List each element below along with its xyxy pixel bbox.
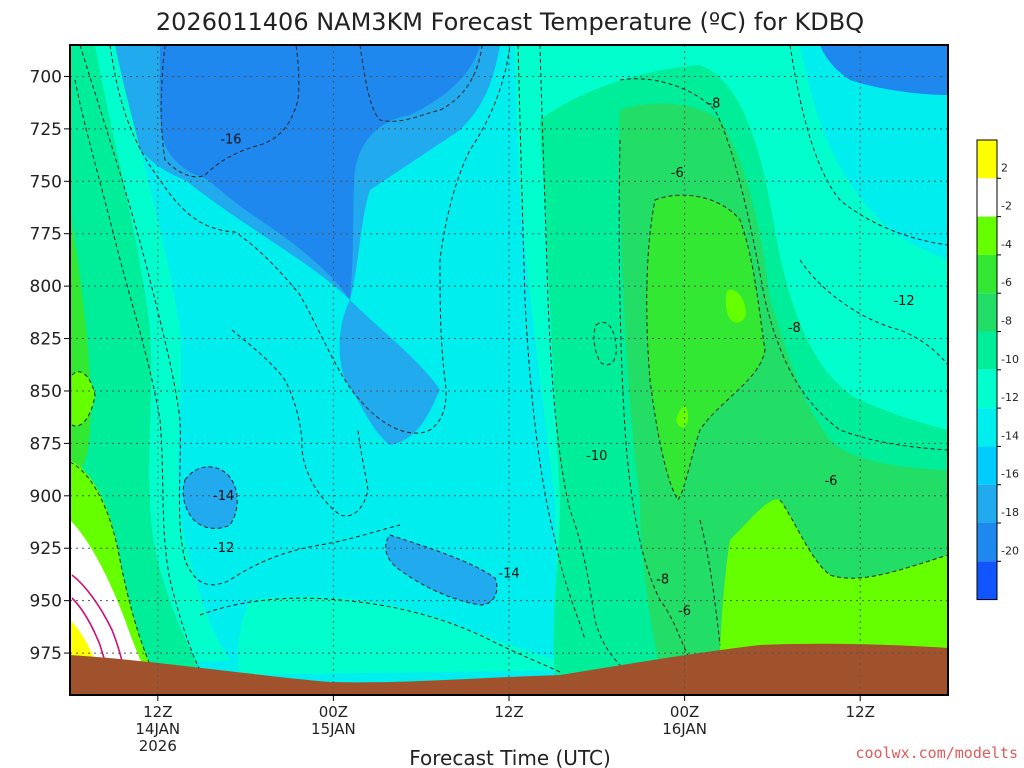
contour-label: -8 xyxy=(788,321,801,336)
y-tick-label: 925 xyxy=(30,539,62,559)
contour-m6-left xyxy=(71,371,96,427)
field-m12-lower xyxy=(238,596,580,675)
y-tick-label: 950 xyxy=(30,592,62,612)
contour-label: -6 xyxy=(824,474,837,489)
colorbar-band xyxy=(977,178,997,217)
terrain-surface xyxy=(70,643,948,695)
contour-m12-right xyxy=(517,45,586,641)
contour-m14 xyxy=(109,45,511,434)
colorbar-band xyxy=(977,484,997,523)
colorbar-tick-label: -6 xyxy=(1001,276,1012,289)
y-tick-label: 800 xyxy=(30,277,62,297)
contour-label: -16 xyxy=(220,132,241,147)
field-m16-blob xyxy=(183,466,238,529)
field-m18-upper xyxy=(159,45,481,300)
y-tick-label: 825 xyxy=(30,330,62,350)
colorbar-band xyxy=(977,369,997,409)
colorbar-tick-label: -12 xyxy=(1001,391,1019,404)
contour-label: -12 xyxy=(213,541,234,556)
x-tick-label: 16JAN xyxy=(662,720,707,738)
y-tick-label: 975 xyxy=(30,644,62,664)
y-tick-label: 775 xyxy=(30,225,62,245)
contour-m6-right xyxy=(646,194,766,501)
colorbar-tick-label: -8 xyxy=(1001,315,1012,328)
y-tick-label: 750 xyxy=(30,172,62,192)
contour-labels: -16 -14 -12 -14 -10 -8 -6 -8 -6 -8 -12 -6 xyxy=(213,97,915,619)
contour-label: -6 xyxy=(671,166,684,181)
chart-title: 2026011406 NAM3KM Forecast Temperature (… xyxy=(156,8,864,36)
x-tick-label: 14JAN xyxy=(135,720,180,738)
colorbar-tick-label: -10 xyxy=(1001,353,1019,366)
contour-m12-left xyxy=(79,45,401,586)
contour-m14-mid xyxy=(231,329,369,517)
x-tick-label: 2026 xyxy=(139,737,177,755)
field-m16-mid xyxy=(339,300,440,445)
y-tick-label: 850 xyxy=(30,382,62,402)
contour-m16 xyxy=(160,45,300,178)
colorbar-tick-label: -20 xyxy=(1001,544,1019,557)
colorbar-band xyxy=(977,216,997,255)
contour-label: -12 xyxy=(893,294,914,309)
colorbar-tick-label: -16 xyxy=(1001,468,1019,481)
colorbar-band xyxy=(977,254,997,294)
colorbar-band xyxy=(977,446,997,485)
field-m18-right xyxy=(820,45,948,95)
colorbar: 2 -2 -4 -6 -8 -10 -12 -14 -16 -18 -20 xyxy=(976,139,1019,601)
field-m6-right xyxy=(646,195,765,501)
x-tick-label: 00Z xyxy=(319,703,348,721)
x-axis-label: Forecast Time (UTC) xyxy=(409,746,611,768)
contour-label: -8 xyxy=(707,97,720,112)
colorbar-band xyxy=(977,561,997,600)
credit-link[interactable]: coolwx.com/modelts xyxy=(855,744,1018,762)
contour-m8-right xyxy=(619,78,948,451)
contour-m8-blob xyxy=(593,321,617,366)
contour-label: -14 xyxy=(498,566,519,581)
colorbar-tick-label: -18 xyxy=(1001,506,1019,519)
colorbar-tick-label: -4 xyxy=(1001,238,1012,251)
contour-m8-low xyxy=(618,139,691,661)
field-warm-left xyxy=(70,520,145,672)
field-m16-lower xyxy=(385,535,497,605)
x-tick-label: 12Z xyxy=(494,703,523,721)
colorbar-band xyxy=(977,523,997,562)
contour-m4-left xyxy=(70,461,151,666)
contour-label: -14 xyxy=(213,489,234,504)
field-m4-right xyxy=(720,499,948,650)
y-tick-label: 875 xyxy=(30,434,62,454)
contour-m10-right xyxy=(539,45,621,666)
colorbar-band xyxy=(977,331,997,370)
contour-label: -6 xyxy=(678,604,691,619)
colorbar-tick-label: -2 xyxy=(1001,200,1012,213)
y-tick-label: 900 xyxy=(30,487,62,507)
x-tick-label: 12Z xyxy=(143,703,172,721)
contour-m16b xyxy=(359,45,483,122)
y-axis: 700 725 750 775 800 825 850 875 900 925 950 975 xyxy=(30,67,70,664)
contour-m10-left xyxy=(74,79,201,671)
contour-label: -10 xyxy=(586,449,607,464)
contour-m14-low xyxy=(385,534,498,606)
contour-m12-far2 xyxy=(799,259,948,366)
colorbar-tick-label: -14 xyxy=(1001,429,1019,442)
field-m4-blob xyxy=(725,289,746,323)
contour-m12-far xyxy=(789,45,948,246)
y-tick-label: 725 xyxy=(30,120,62,140)
x-tick-label: 15JAN xyxy=(311,720,356,738)
colorbar-band xyxy=(977,140,997,179)
contour-label: -8 xyxy=(656,573,669,588)
x-tick-label: 00Z xyxy=(670,703,699,721)
colorbar-tick-label: 2 xyxy=(1001,161,1008,174)
grid-lines xyxy=(70,45,948,695)
x-tick-label: 12Z xyxy=(846,703,875,721)
colorbar-band xyxy=(977,408,997,447)
contour-m6-right2 xyxy=(779,499,948,579)
y-tick-label: 700 xyxy=(30,67,62,87)
field-m4-left-blob xyxy=(72,371,95,426)
colorbar-band xyxy=(977,293,997,332)
